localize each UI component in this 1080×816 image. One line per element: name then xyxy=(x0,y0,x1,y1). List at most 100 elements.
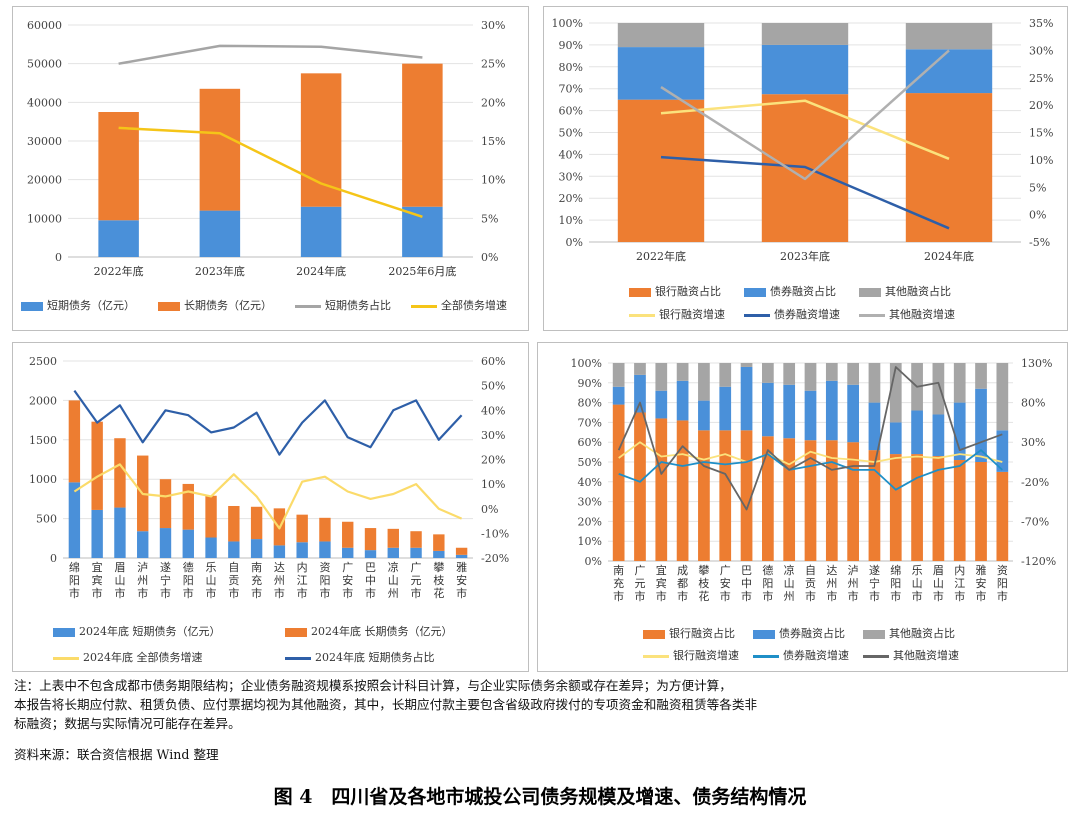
y2-tick-label: 30% xyxy=(481,429,505,442)
legend-label: 其他融资增速 xyxy=(893,649,959,662)
bar xyxy=(761,44,849,95)
bar xyxy=(205,537,217,558)
bar xyxy=(762,382,774,437)
y-tick-label: 80% xyxy=(559,61,583,74)
series-line xyxy=(73,389,463,456)
y-tick-label: 30000 xyxy=(27,135,62,148)
bar xyxy=(698,430,710,561)
bar xyxy=(182,483,194,530)
bar xyxy=(98,220,139,257)
y-tick-label: 2500 xyxy=(29,355,57,368)
bar xyxy=(91,509,103,558)
legend-label: 2024年底 短期债务（亿元） xyxy=(79,625,221,638)
bar xyxy=(634,363,646,375)
chart-2-svg: 0% 10% 20% 30% 40% 50% 60% 70% 80% 90% 100% -5% 0% 5%… xyxy=(552,17,1054,263)
legend-item: 银行融资增速 xyxy=(643,647,739,663)
bar xyxy=(455,554,468,558)
legend-item: 债券融资增速 xyxy=(744,306,840,322)
bar xyxy=(911,410,923,455)
chart-panel-3: 0 500 1000 1500 2000 2500 -20% -10% 0% 10% 20% 30% 4… xyxy=(12,342,529,672)
bar xyxy=(634,374,646,413)
series-line xyxy=(618,441,1003,466)
y-tick-label: 60% xyxy=(559,105,583,118)
y-tick-label: 10% xyxy=(578,535,602,548)
bar xyxy=(387,528,399,548)
y-tick-label: 1000 xyxy=(29,473,57,486)
bar xyxy=(889,363,902,423)
legend-item: 短期债务（亿元） xyxy=(21,297,135,313)
bar xyxy=(932,363,945,415)
legend-swatch xyxy=(744,287,766,297)
bar xyxy=(847,442,859,561)
bar xyxy=(387,547,399,558)
y2-tick-label: 10% xyxy=(481,478,505,491)
bar xyxy=(953,402,966,461)
bar xyxy=(996,471,1009,561)
bar xyxy=(300,73,342,207)
x-tick-label: 南充市 xyxy=(613,564,624,603)
bar xyxy=(342,547,354,558)
legend-swatch xyxy=(295,304,321,308)
legend-label: 2024年底 短期债务占比 xyxy=(315,651,435,664)
bar xyxy=(433,550,445,558)
bar xyxy=(182,529,194,558)
legend-label: 银行融资增速 xyxy=(673,649,739,662)
x-tick-label: 资阳市 xyxy=(997,564,1008,603)
y2-tick-label: 15% xyxy=(1029,127,1053,140)
bar xyxy=(137,531,149,558)
y-tick-label: 2000 xyxy=(29,394,57,407)
legend-label: 其他融资占比 xyxy=(885,285,951,298)
y2-tick-label: 20% xyxy=(481,454,505,467)
bar xyxy=(364,550,377,558)
legend-item: 2024年底 短期债务占比 xyxy=(285,649,435,665)
bar xyxy=(868,363,881,403)
y-tick-label: 60% xyxy=(578,436,602,449)
legend-item: 银行融资占比 xyxy=(643,625,735,641)
legend-item: 短期债务占比 xyxy=(295,297,391,313)
x-tick-label: 2022年底 xyxy=(94,264,144,277)
x-tick-label: 2022年底 xyxy=(636,249,686,263)
y-tick-label: 90% xyxy=(559,39,583,52)
bar xyxy=(655,363,668,391)
legend-item: 2024年底 全部债务增速 xyxy=(53,649,203,665)
bar xyxy=(975,363,987,389)
y-tick-label: 80% xyxy=(578,397,602,410)
x-tick-label: 攀枝花 xyxy=(698,564,709,603)
chart-3-svg: 0 500 1000 1500 2000 2500 -20% -10% 0% 10% 20% 30% 4… xyxy=(29,355,509,600)
x-tick-label: 凉山州 xyxy=(784,563,795,603)
series-line xyxy=(73,463,463,530)
x-tick-label: 广安市 xyxy=(720,564,731,603)
y-tick-label: 90% xyxy=(578,377,602,390)
y2-tick-label: 10% xyxy=(1029,154,1053,167)
note-line: 注：上表中不包含成都市债务期限结构；企业债务融资规模系按照会计科目计算，与企业实… xyxy=(14,678,732,693)
bar xyxy=(296,514,308,543)
x-tick-label: 2023年底 xyxy=(780,249,830,263)
bar xyxy=(98,112,139,221)
bar xyxy=(761,23,849,45)
bar xyxy=(825,363,838,381)
y2-tick-label: 0% xyxy=(481,251,498,264)
y2-tick-label: 80% xyxy=(1021,397,1045,410)
legend-label: 债券融资占比 xyxy=(779,627,845,640)
x-tick-label: 广安市 xyxy=(342,561,353,600)
legend-swatch xyxy=(629,313,655,317)
x-tick-label: 绵阳市 xyxy=(890,563,901,603)
bar xyxy=(319,517,331,542)
y2-tick-label: 5% xyxy=(1029,181,1046,194)
x-tick-label: 广元市 xyxy=(634,564,645,603)
y2-tick-label: -70% xyxy=(1021,515,1049,528)
legend-swatch xyxy=(53,656,79,660)
legend-item: 其他融资占比 xyxy=(863,625,955,641)
bar xyxy=(719,386,732,431)
bar xyxy=(634,412,646,561)
x-tick-label: 2024年底 xyxy=(296,264,346,277)
y-tick-label: 500 xyxy=(36,513,57,526)
y2-tick-label: 30% xyxy=(1021,436,1045,449)
bar xyxy=(617,47,705,100)
bar xyxy=(455,547,468,555)
x-tick-label: 成都市 xyxy=(677,564,688,603)
y2-tick-label: -20% xyxy=(1021,476,1049,489)
bar xyxy=(868,402,881,451)
legend-item: 其他融资占比 xyxy=(859,283,951,299)
bar xyxy=(273,545,286,558)
